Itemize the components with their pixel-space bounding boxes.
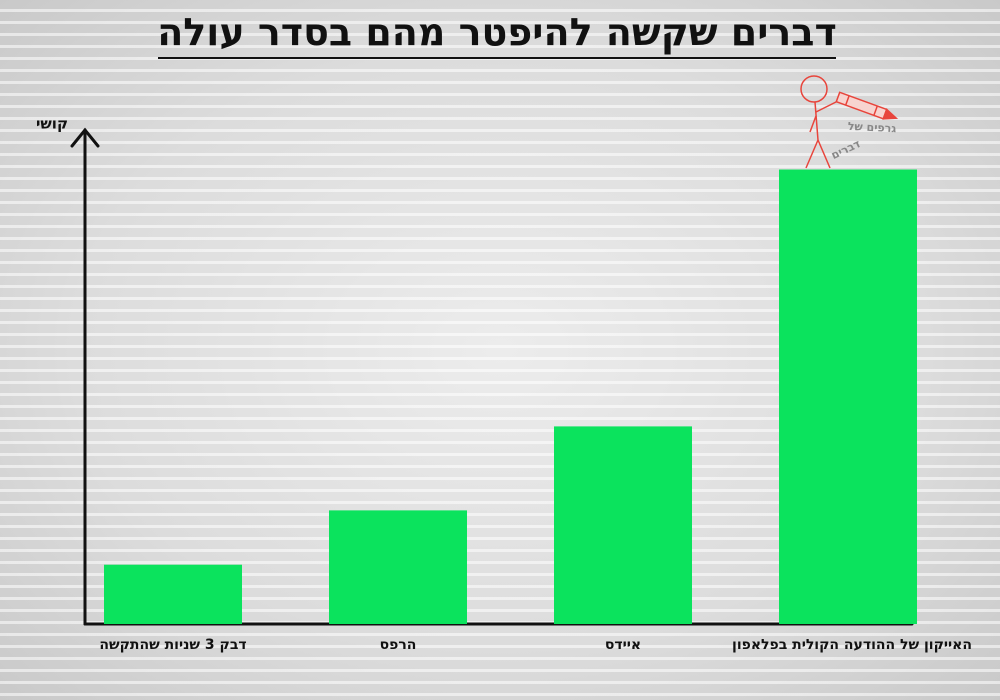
crayon-body [835, 91, 888, 120]
figure-leg [805, 139, 819, 169]
x-tick-label: האייקון של ההודעה הקולית בפלאפון [732, 637, 972, 653]
stick-figure [800, 75, 899, 169]
bar [779, 169, 917, 624]
x-tick-label: דבק 3 שניות שהתקשה [99, 637, 246, 653]
x-tick-label: הרפס [380, 637, 417, 653]
y-axis-arrow [70, 127, 100, 148]
figure-leg [817, 139, 831, 169]
bar [329, 510, 467, 624]
chart-title: דברים שקשה להיפטר מהם בסדר עולה [157, 11, 837, 55]
annotation: דברים [829, 137, 862, 162]
annotation: גרפים של [847, 120, 896, 136]
bar [554, 426, 692, 624]
crayon-band [873, 105, 879, 116]
bar [104, 564, 242, 624]
crayon-tip [882, 108, 899, 120]
figure-body [814, 101, 819, 141]
figure-arm [809, 115, 817, 133]
x-tick-label: איידס [605, 637, 641, 653]
figure-head [800, 75, 828, 103]
y-axis-label: קושי [36, 115, 68, 133]
crayon-band [844, 95, 850, 106]
crayon [835, 91, 899, 120]
